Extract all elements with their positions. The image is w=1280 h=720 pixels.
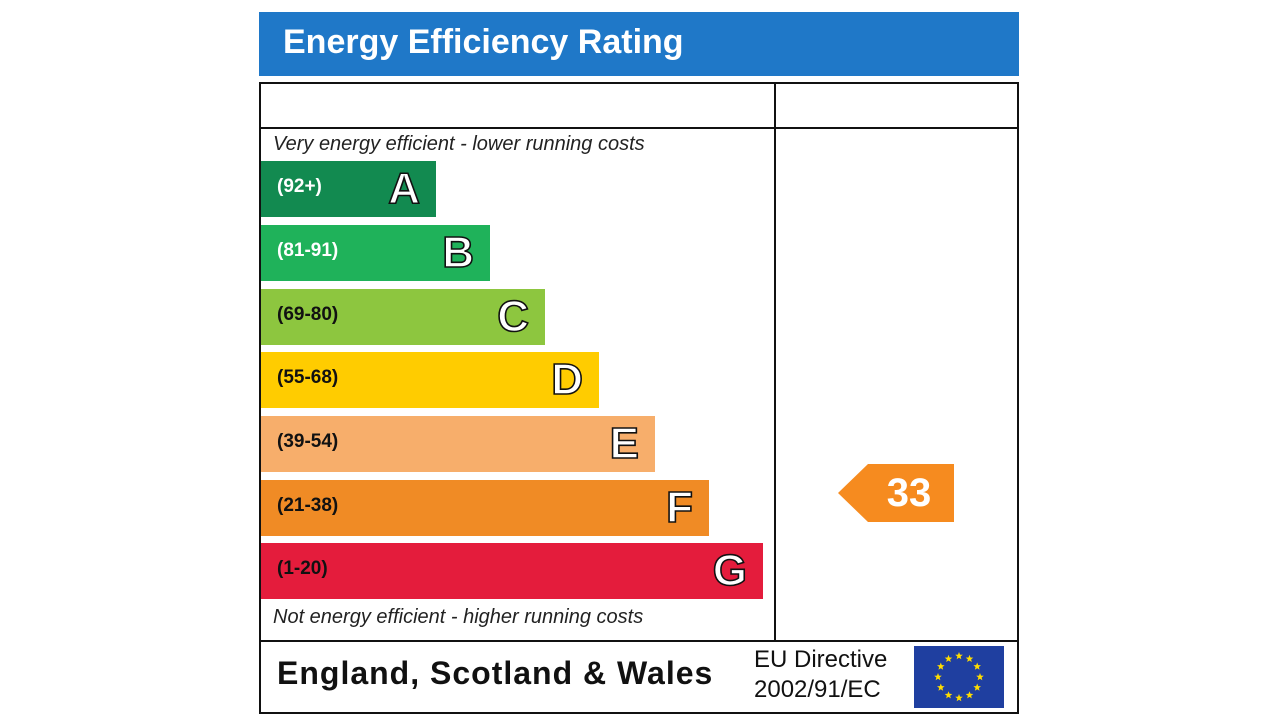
band-d: (55-68) D bbox=[261, 352, 599, 408]
eu-flag-icon bbox=[914, 646, 1004, 708]
current-rating-arrow bbox=[838, 464, 954, 522]
band-range-label: (92+) bbox=[277, 176, 322, 197]
bottom-caption: Not energy efficient - higher running co… bbox=[273, 606, 644, 628]
eu-star-icon bbox=[973, 683, 981, 691]
chart-frame bbox=[259, 82, 1019, 714]
eu-star-icon bbox=[973, 662, 981, 670]
band-letter: B bbox=[441, 228, 474, 278]
band-e: (39-54) E bbox=[261, 416, 655, 472]
current-rating-value: 33 bbox=[886, 471, 932, 515]
top-caption: Very energy efficient - lower running co… bbox=[273, 133, 645, 155]
eu-star-icon bbox=[965, 691, 974, 699]
header-row-divider bbox=[261, 127, 1017, 129]
eu-star-icon bbox=[955, 652, 963, 660]
footer-row-divider bbox=[261, 640, 1017, 642]
band-range-label: (81-91) bbox=[277, 240, 339, 261]
band-letter: C bbox=[496, 292, 529, 342]
band-range-label: (69-80) bbox=[277, 304, 339, 325]
page-title: Energy Efficiency Rating bbox=[283, 23, 684, 61]
band-b: (81-91) B bbox=[261, 225, 490, 281]
band-f: (21-38) F bbox=[261, 480, 709, 536]
eu-star-icon bbox=[965, 654, 974, 663]
band-a: (92+) A bbox=[261, 161, 436, 217]
eu-star-icon bbox=[934, 673, 942, 681]
band-range-label: (1-20) bbox=[277, 558, 328, 579]
eu-star-icon bbox=[937, 683, 945, 691]
band-g: (1-20) G bbox=[261, 543, 763, 599]
eu-star-icon bbox=[944, 691, 953, 699]
band-letter: A bbox=[387, 164, 420, 214]
eu-star-icon bbox=[976, 673, 984, 681]
band-letter: E bbox=[609, 419, 640, 469]
eu-star-icon bbox=[955, 694, 963, 702]
column-divider bbox=[774, 84, 776, 640]
directive-line-1: EU Directive bbox=[754, 646, 888, 673]
eu-star-icon bbox=[937, 662, 945, 670]
band-letter: D bbox=[550, 355, 583, 405]
band-letter: G bbox=[712, 546, 748, 596]
region-label: England, Scotland & Wales bbox=[277, 655, 714, 691]
band-range-label: (55-68) bbox=[277, 367, 339, 388]
rating-header: Energy Efficiency Rating bbox=[259, 12, 1019, 76]
directive-line-2: 2002/91/EC bbox=[754, 676, 881, 703]
band-range-label: (21-38) bbox=[277, 495, 339, 516]
current-rating-arrow-shape bbox=[838, 464, 954, 522]
eu-star-icon bbox=[944, 654, 953, 663]
band-range-label: (39-54) bbox=[277, 431, 339, 452]
band-letter: F bbox=[665, 483, 693, 533]
band-c: (69-80) C bbox=[261, 289, 545, 345]
